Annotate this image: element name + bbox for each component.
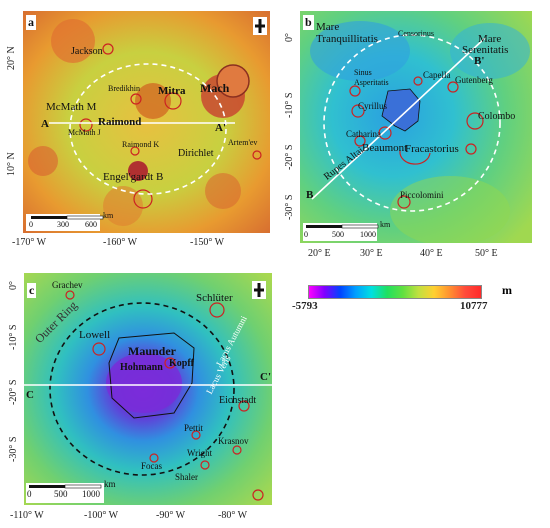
feature-label: Fracastorius: [405, 143, 459, 155]
feature-label: Shaler: [175, 472, 198, 482]
panel-letter-b: b: [303, 15, 314, 30]
profile-end-label: A': [215, 122, 226, 134]
x-axis-tick: -170° W: [12, 237, 47, 248]
feature-label: McMath J: [68, 128, 101, 137]
feature-label: Grachev: [52, 280, 83, 290]
legend-min: -5793: [292, 300, 318, 312]
panel-letter-c: c: [27, 283, 37, 298]
map-panel-a: a Jackson Bredikhin Mitra Mach McMath M …: [23, 11, 270, 233]
legend-max: 10777: [460, 300, 488, 312]
elevation-map-b: [300, 11, 532, 243]
feature-label: Asperitatis: [354, 78, 389, 87]
feature-label: Raimond K: [122, 140, 160, 149]
x-axis-tick: 20° E: [308, 248, 331, 259]
x-axis-tick: -150° W: [190, 237, 225, 248]
y-axis-tick: -20° S: [284, 144, 295, 170]
profile-end-label: C': [260, 371, 271, 383]
map-panel-c: c Grachev Schlüter Outer Ring Lowell Mau…: [24, 273, 272, 505]
elevation-map-a: [23, 11, 270, 233]
feature-label: Cyrillus: [358, 101, 388, 111]
x-axis-tick: 50° E: [475, 248, 498, 259]
map-panel-b: b Mare Tranquillitatis Censorinus Mare S…: [300, 11, 532, 243]
scale-tick: 0: [27, 489, 32, 499]
scale-tick: 1000: [360, 230, 376, 239]
feature-label: Colombo: [478, 111, 516, 122]
feature-label: Wright: [187, 448, 213, 458]
y-axis-tick: 10° N: [6, 152, 17, 176]
scale-unit: km: [104, 479, 116, 489]
feature-label: McMath M: [46, 101, 97, 113]
x-axis-tick: 40° E: [420, 248, 443, 259]
feature-label: Artem'ev: [228, 138, 258, 147]
feature-label: Capella: [423, 70, 451, 80]
y-axis-tick: -30° S: [8, 436, 19, 462]
feature-label: Maunder: [128, 344, 176, 358]
feature-label: Tranquillitatis: [316, 33, 378, 45]
feature-label: Mare: [316, 21, 340, 33]
x-axis-tick: -90° W: [156, 510, 186, 521]
y-axis-tick: 0°: [8, 281, 19, 290]
y-axis-tick: -30° S: [284, 194, 295, 220]
scale-tick: 0: [29, 220, 33, 229]
feature-label: Censorinus: [398, 29, 434, 38]
feature-label: Lowell: [79, 329, 111, 341]
feature-label: Gutenberg: [455, 75, 493, 85]
elevation-color-ramp: [308, 285, 482, 299]
scale-tick: 500: [54, 489, 68, 499]
profile-start-label: C: [26, 389, 34, 401]
y-axis-tick: -20° S: [8, 379, 19, 405]
feature-label: Eichstadt: [219, 395, 257, 406]
scale-tick: 500: [332, 230, 344, 239]
scale-tick: 1000: [82, 489, 100, 499]
feature-label: Piccolomini: [400, 190, 444, 200]
feature-label: Raimond: [98, 116, 142, 128]
feature-label: Mach: [200, 81, 230, 95]
panel-letter-a: a: [26, 15, 36, 30]
feature-label: Hohmann: [120, 362, 163, 373]
feature-label: Bredikhin: [108, 84, 140, 93]
feature-label: Mitra: [158, 85, 186, 97]
feature-label: Mare: [478, 33, 502, 45]
x-axis-tick: 30° E: [360, 248, 383, 259]
scale-unit: km: [103, 211, 114, 220]
feature-label: Serenitatis: [462, 44, 509, 56]
feature-label: Schlüter: [196, 292, 233, 304]
feature-label: Focas: [141, 461, 162, 471]
y-axis-tick: -10° S: [8, 324, 19, 350]
scale-tick: 0: [304, 230, 308, 239]
legend-unit: m: [502, 283, 512, 297]
feature-label: Dirichlet: [178, 148, 214, 159]
scale-tick: 600: [85, 220, 97, 229]
feature-label: Engel'gardt B: [103, 171, 164, 183]
feature-label: Jackson: [71, 46, 103, 57]
y-axis-tick: 20° N: [6, 46, 17, 70]
profile-start-label: A: [41, 118, 49, 130]
elevation-legend: -5793 10777 m: [288, 283, 536, 319]
feature-label: Beaumont: [362, 142, 408, 154]
feature-label: Krasnov: [218, 436, 249, 446]
feature-label: Kopff: [169, 358, 194, 369]
x-axis-tick: -100° W: [84, 510, 119, 521]
scale-tick: 300: [57, 220, 69, 229]
y-axis-tick: -10° S: [284, 92, 295, 118]
elevation-map-c: [24, 273, 272, 505]
y-axis-tick: 0°: [284, 33, 295, 42]
x-axis-tick: -80° W: [218, 510, 248, 521]
feature-label: Pettit: [184, 423, 204, 433]
profile-end-label: B': [474, 55, 485, 67]
profile-start-label: B: [306, 189, 314, 201]
x-axis-tick: -160° W: [103, 237, 138, 248]
x-axis-tick: -110° W: [10, 510, 44, 521]
feature-label: Catharina: [346, 129, 381, 139]
feature-label: Sinus: [354, 68, 372, 77]
scale-unit: km: [380, 220, 391, 229]
